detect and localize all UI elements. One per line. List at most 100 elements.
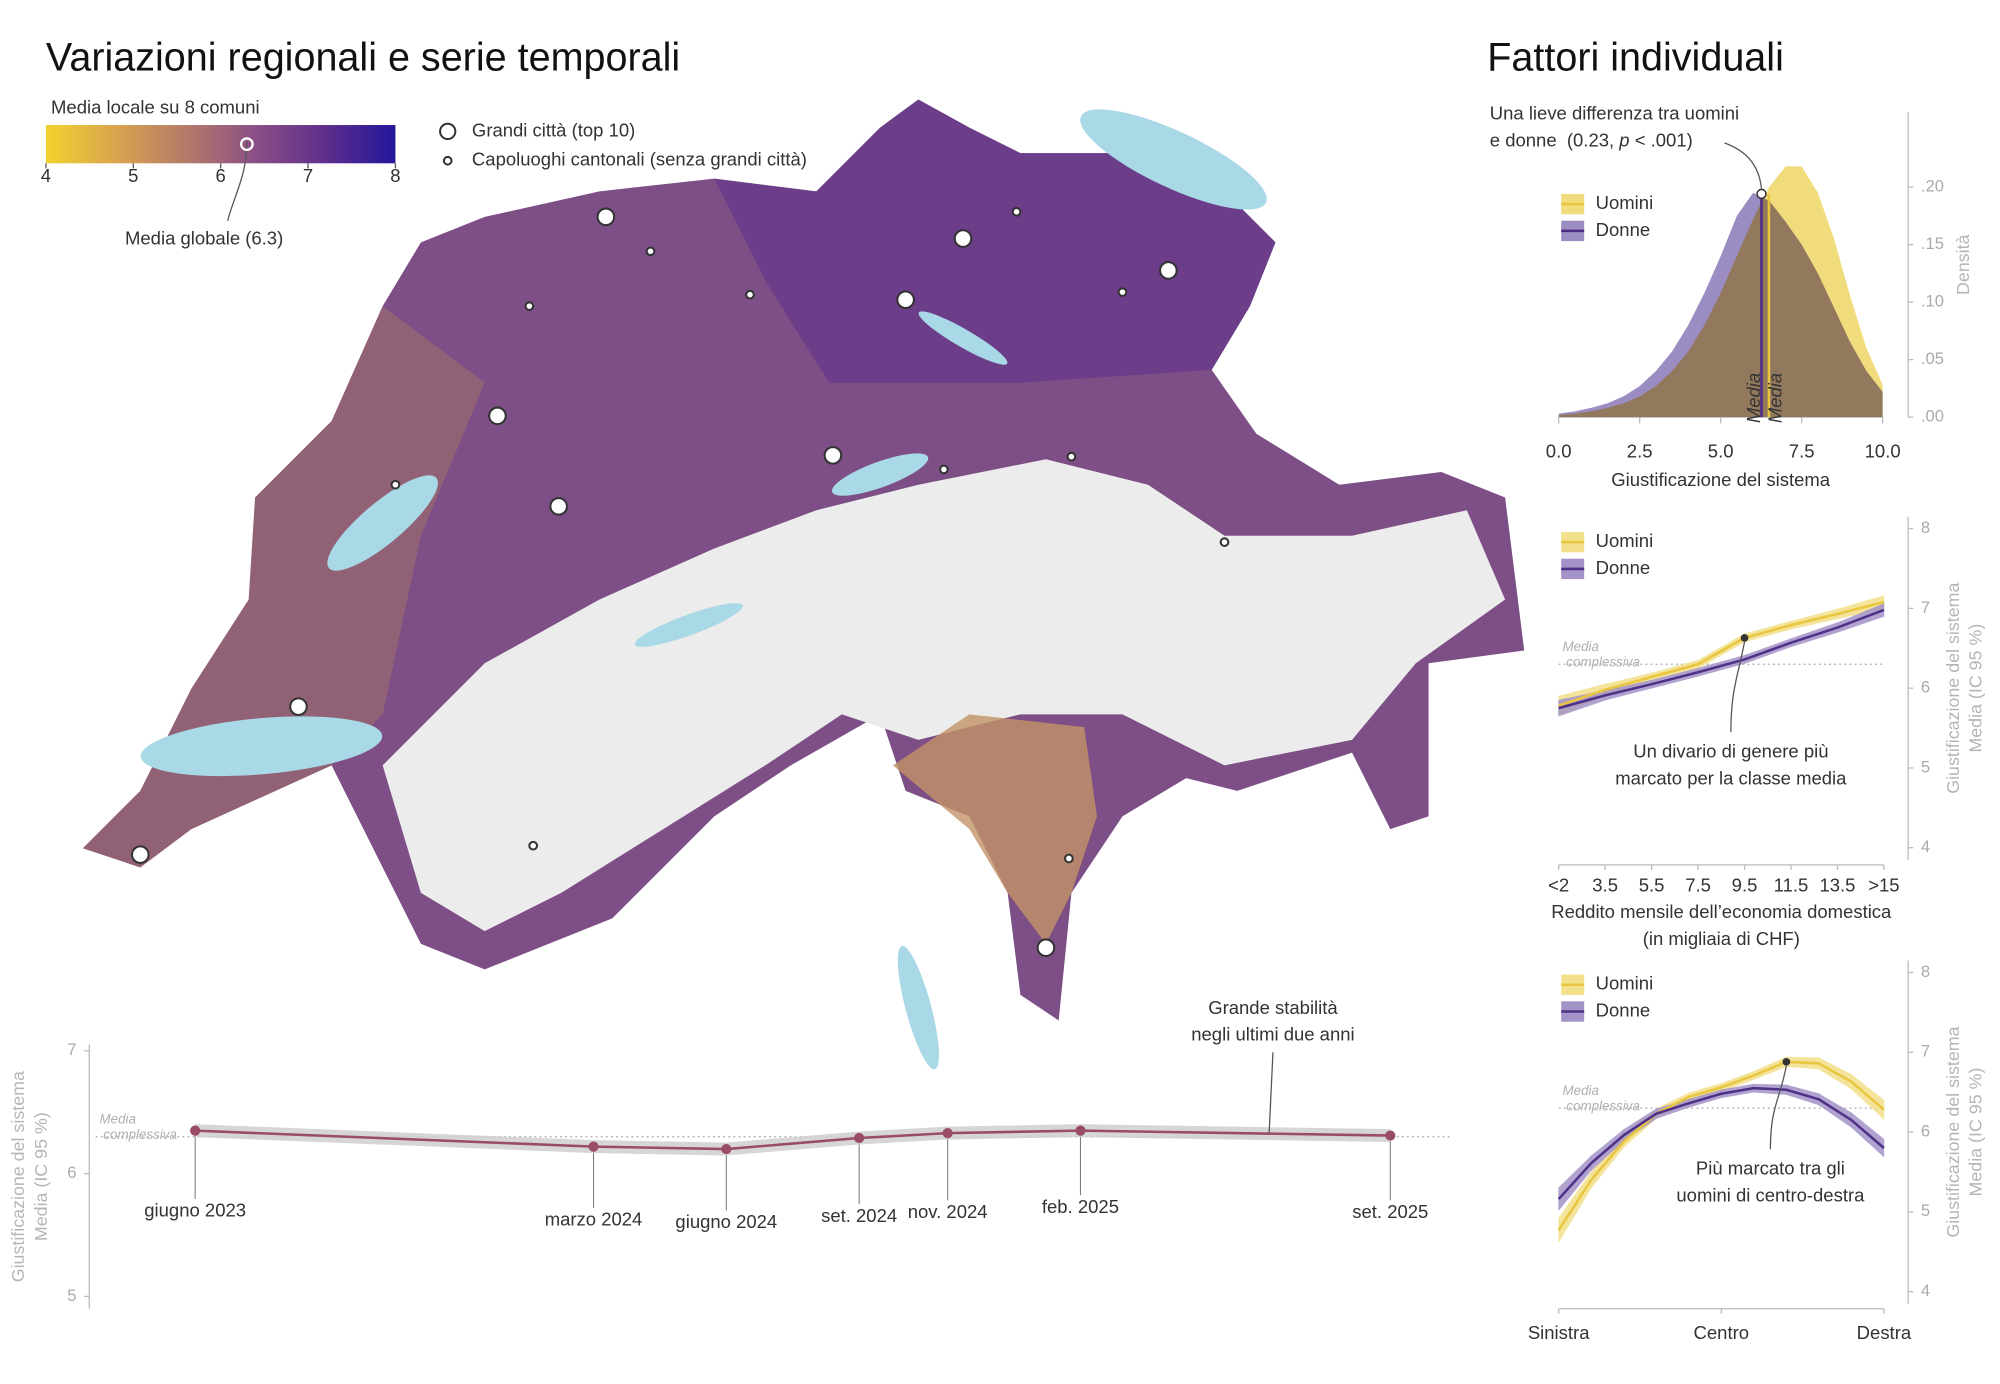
town — [939, 464, 949, 475]
x-tick-label: 10.0 — [1865, 441, 1901, 462]
mean-label: Media — [1764, 373, 1785, 423]
city — [488, 406, 507, 426]
colorbar-tick-label: 6 — [216, 165, 226, 186]
x-tick-label: <2 — [1548, 874, 1569, 895]
y-tick-label: 8 — [1921, 962, 1930, 981]
colorbar-tick-label: 8 — [390, 165, 400, 186]
reference-label: Media — [99, 1112, 135, 1127]
line — [1557, 1086, 1885, 1200]
x-tick-label: set. 2024 — [821, 1205, 897, 1226]
y-tick-label: 8 — [1921, 518, 1930, 537]
legend-city-label: Grandi città (top 10) — [472, 119, 635, 140]
x-tick-label: 5.0 — [1708, 441, 1734, 462]
legend-label: Uomini — [1596, 973, 1654, 994]
colorbar-tick-label: 5 — [128, 165, 138, 186]
x-tick-label: Sinistra — [1528, 1322, 1590, 1343]
annotation-part: e donne (0.23, — [1490, 130, 1620, 151]
legend-title: Media locale su 8 comuni — [51, 96, 260, 117]
city — [289, 697, 308, 716]
colorbar-tick-label: 4 — [41, 165, 51, 186]
annotation: Un divario di genere più — [1633, 740, 1828, 761]
y-tick-label: .10 — [1921, 291, 1944, 310]
x-axis-label: (in migliaia di CHF) — [1643, 928, 1800, 949]
point — [721, 1143, 732, 1155]
y-tick-label: 4 — [1921, 837, 1930, 856]
town — [524, 301, 535, 312]
y-axis-label: Giustificazione del sistema — [8, 1071, 28, 1282]
left-title: Variazioni regionali e serie temporali — [46, 35, 680, 79]
annotation: Grande stabilità — [1208, 997, 1338, 1018]
x-tick-label: 13.5 — [1819, 874, 1855, 895]
annotation: Una lieve differenza tra uomini — [1490, 103, 1739, 124]
point — [942, 1127, 953, 1139]
y-tick-label: 6 — [1921, 1121, 1930, 1140]
map-alps — [382, 459, 1506, 932]
point — [588, 1141, 599, 1152]
annotation-part: < .001) — [1630, 130, 1693, 151]
y-tick-label: 7 — [1921, 1042, 1930, 1061]
leader — [227, 141, 248, 221]
y-tick-label: 4 — [1921, 1281, 1930, 1300]
x-tick-label: nov. 2024 — [908, 1201, 988, 1222]
lake — [634, 603, 743, 647]
city — [596, 207, 616, 227]
x-axis-label: Reddito mensile dell’economia domestica — [1551, 901, 1892, 922]
line — [1558, 608, 1885, 710]
x-tick-label: feb. 2025 — [1042, 1196, 1119, 1217]
city — [1159, 261, 1178, 280]
y-axis-label: Densità — [1953, 234, 1973, 295]
x-tick-label: Centro — [1694, 1322, 1749, 1343]
x-tick-label: 9.5 — [1732, 874, 1758, 895]
map — [82, 99, 1525, 1070]
y-tick-label: 5 — [1921, 1201, 1930, 1220]
lake — [140, 716, 383, 777]
point — [854, 1132, 865, 1144]
y-tick-label: .20 — [1921, 176, 1944, 195]
legend-label: Donne — [1596, 219, 1650, 240]
lake — [327, 475, 438, 571]
annotation: marcato per la classe media — [1615, 767, 1847, 788]
annotation: Più marcato tra gli — [1696, 1158, 1845, 1179]
x-tick-label: giugno 2024 — [675, 1211, 777, 1232]
global-mean-label: Media globale (6.3) — [125, 228, 283, 249]
city — [896, 290, 915, 310]
point — [1385, 1130, 1396, 1141]
town — [528, 840, 539, 851]
line — [1557, 1060, 1885, 1231]
x-tick-label: 11.5 — [1774, 874, 1809, 895]
reference-label: Media — [1563, 639, 1599, 654]
y-tick-label: 5 — [1921, 757, 1930, 776]
cities — [130, 206, 1230, 958]
y-tick-label: .05 — [1921, 349, 1944, 368]
annotation-leader — [1268, 1052, 1274, 1134]
y-axis-label: Media (IC 95 %) — [31, 1112, 51, 1241]
legend-label: Donne — [1596, 999, 1650, 1020]
town — [1064, 853, 1074, 864]
y-tick-label: 7 — [67, 1040, 76, 1059]
y-axis-label: Giustificazione del sistema — [1943, 1026, 1963, 1237]
y-tick-label: .15 — [1921, 234, 1944, 253]
legend-city-icon — [439, 122, 457, 141]
y-tick-label: 7 — [1921, 598, 1930, 617]
x-tick-label: 5.5 — [1639, 874, 1665, 895]
annotation: e donne (0.23, p < .001) — [1490, 130, 1693, 151]
annotation-point — [1740, 634, 1749, 642]
legend-label: Donne — [1596, 557, 1650, 578]
point — [1075, 1125, 1086, 1136]
annotation-leader — [1769, 1065, 1787, 1150]
city — [130, 845, 150, 864]
x-tick-label: 7.5 — [1685, 874, 1711, 895]
density-area — [1558, 192, 1883, 418]
town — [645, 246, 656, 257]
reference-label: complessiva — [1566, 1098, 1640, 1113]
x-tick-label: giugno 2023 — [144, 1200, 246, 1221]
city — [549, 497, 568, 516]
lake — [1080, 109, 1267, 210]
town — [1117, 287, 1128, 297]
colorbar — [45, 125, 396, 164]
annotation-leader — [1730, 641, 1746, 733]
y-tick-label: 6 — [1921, 678, 1930, 697]
annotation-part: p — [1618, 130, 1629, 151]
reference-label: Media — [1563, 1083, 1599, 1098]
